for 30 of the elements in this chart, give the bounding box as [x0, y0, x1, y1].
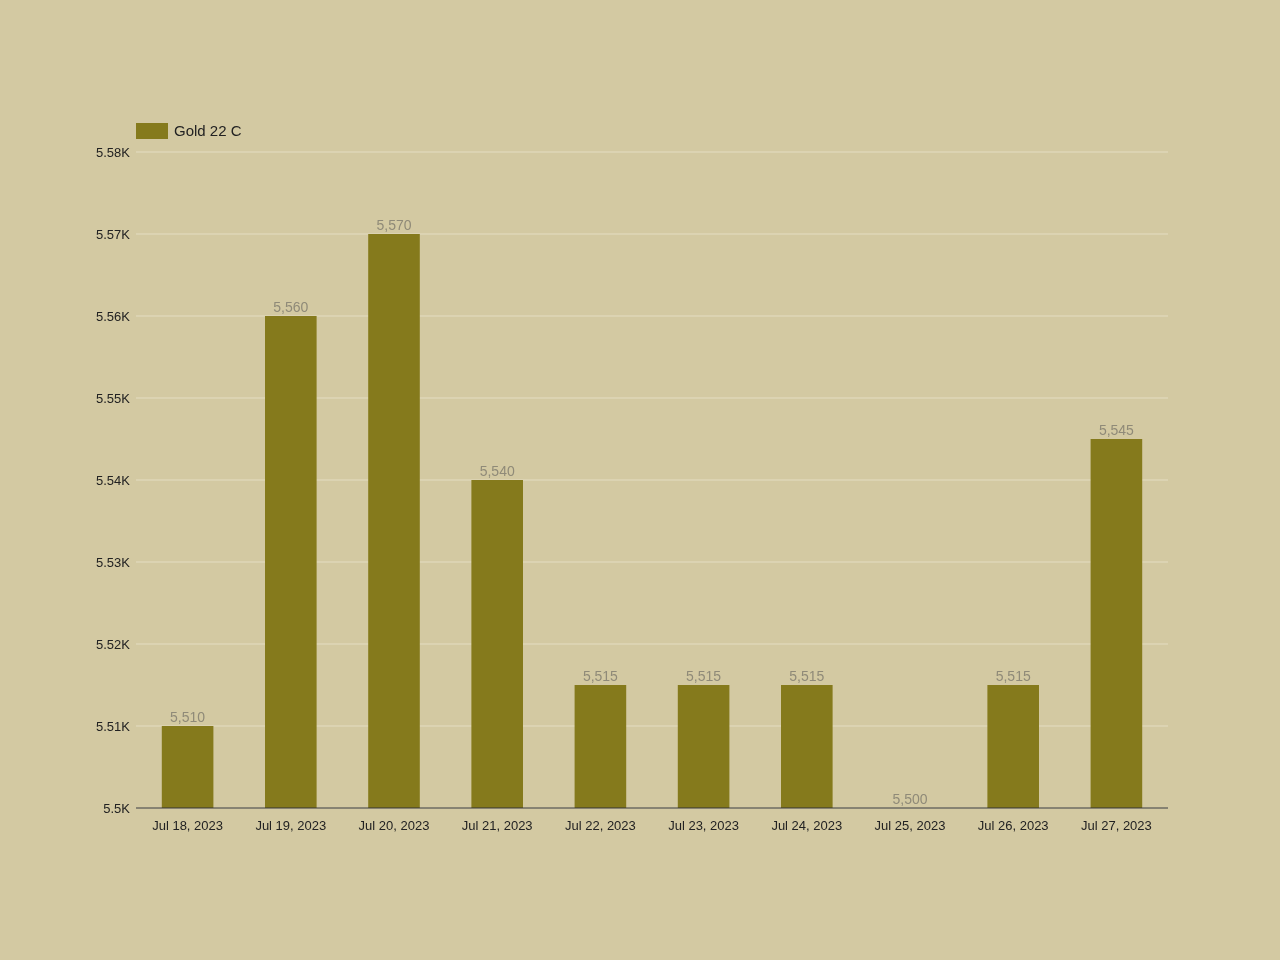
data-label: 5,515 — [995, 668, 1031, 684]
y-tick-label: 5.55K — [96, 390, 131, 406]
x-tick-label: Jul 20, 2023 — [358, 818, 430, 833]
x-tick-label: Jul 18, 2023 — [152, 818, 224, 833]
x-tick-label: Jul 27, 2023 — [1080, 818, 1152, 833]
x-tick-label: Jul 21, 2023 — [461, 818, 533, 833]
data-label: 5,500 — [892, 791, 928, 807]
y-tick-label: 5.52K — [96, 636, 131, 652]
y-tick-label: 5.53K — [96, 554, 131, 570]
data-label: 5,545 — [1098, 422, 1135, 438]
x-tick-label: Jul 25, 2023 — [874, 818, 946, 833]
x-tick-label: Jul 23, 2023 — [668, 818, 740, 833]
y-tick-label: 5.5K — [103, 800, 131, 816]
data-label: 5,540 — [479, 463, 515, 479]
x-tick-label: Jul 24, 2023 — [771, 818, 843, 833]
data-label: 5,510 — [170, 709, 206, 725]
data-label: 5,515 — [582, 668, 619, 684]
x-tick-label: Jul 22, 2023 — [564, 818, 636, 833]
legend-label: Gold 22 C — [174, 122, 242, 140]
y-tick-label: 5.57K — [96, 226, 131, 242]
data-label: 5,515 — [686, 668, 722, 684]
y-tick-label: 5.51K — [96, 718, 131, 734]
data-label: 5,570 — [376, 217, 412, 233]
data-label: 5,515 — [789, 668, 825, 684]
x-tick-label: Jul 26, 2023 — [977, 818, 1049, 833]
y-tick-label: 5.56K — [96, 308, 131, 324]
data-label: 5,560 — [273, 299, 309, 315]
y-tick-label: 5.54K — [96, 472, 131, 488]
x-tick-label: Jul 19, 2023 — [255, 818, 327, 833]
y-tick-label: 5.58K — [96, 144, 131, 160]
